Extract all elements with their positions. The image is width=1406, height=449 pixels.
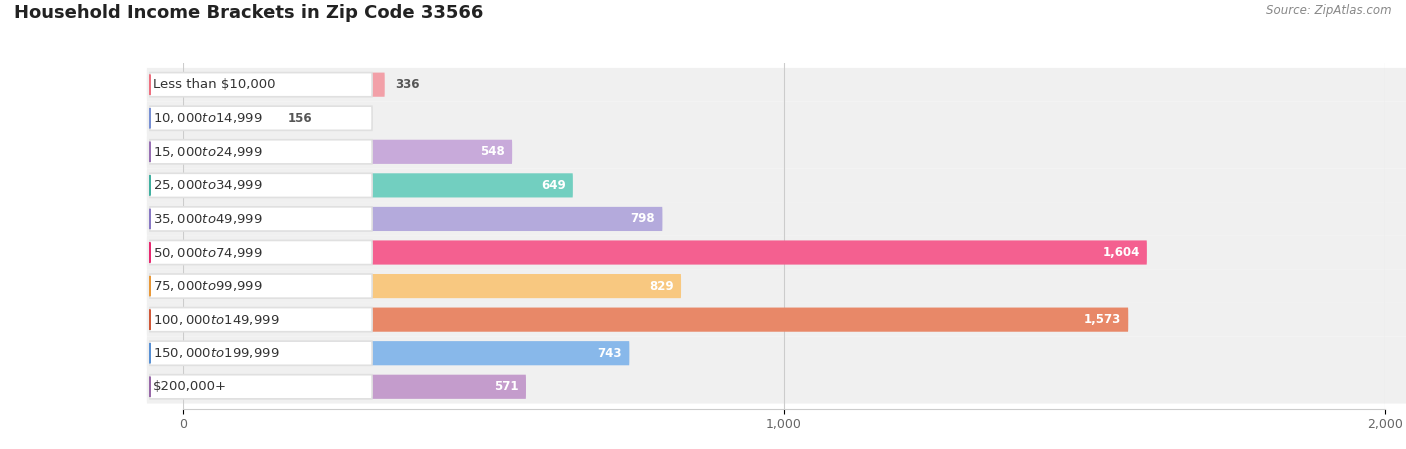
- Text: $75,000 to $99,999: $75,000 to $99,999: [153, 279, 263, 293]
- Text: $10,000 to $14,999: $10,000 to $14,999: [153, 111, 263, 125]
- FancyBboxPatch shape: [183, 374, 526, 399]
- FancyBboxPatch shape: [183, 274, 681, 298]
- Text: 1,573: 1,573: [1084, 313, 1121, 326]
- Text: $200,000+: $200,000+: [153, 380, 228, 393]
- Text: 336: 336: [395, 78, 420, 91]
- FancyBboxPatch shape: [183, 207, 662, 231]
- Text: $50,000 to $74,999: $50,000 to $74,999: [153, 246, 263, 260]
- Text: $150,000 to $199,999: $150,000 to $199,999: [153, 346, 280, 360]
- FancyBboxPatch shape: [146, 336, 1406, 370]
- FancyBboxPatch shape: [183, 140, 512, 164]
- Text: 798: 798: [631, 212, 655, 225]
- FancyBboxPatch shape: [146, 135, 1406, 168]
- Text: Less than $10,000: Less than $10,000: [153, 78, 276, 91]
- FancyBboxPatch shape: [183, 341, 630, 365]
- FancyBboxPatch shape: [146, 202, 1406, 236]
- FancyBboxPatch shape: [183, 173, 572, 198]
- FancyBboxPatch shape: [146, 303, 1406, 336]
- FancyBboxPatch shape: [183, 308, 1128, 332]
- Text: $25,000 to $34,999: $25,000 to $34,999: [153, 178, 263, 192]
- FancyBboxPatch shape: [146, 68, 1406, 101]
- FancyBboxPatch shape: [149, 374, 373, 399]
- FancyBboxPatch shape: [149, 106, 373, 130]
- FancyBboxPatch shape: [146, 269, 1406, 303]
- FancyBboxPatch shape: [146, 236, 1406, 269]
- FancyBboxPatch shape: [183, 106, 277, 130]
- Text: 649: 649: [541, 179, 565, 192]
- Text: 571: 571: [495, 380, 519, 393]
- Text: 829: 829: [650, 280, 673, 293]
- FancyBboxPatch shape: [146, 168, 1406, 202]
- FancyBboxPatch shape: [149, 207, 373, 231]
- Text: 1,604: 1,604: [1102, 246, 1140, 259]
- Text: $35,000 to $49,999: $35,000 to $49,999: [153, 212, 263, 226]
- FancyBboxPatch shape: [183, 240, 1147, 264]
- Text: $100,000 to $149,999: $100,000 to $149,999: [153, 313, 280, 326]
- Text: Source: ZipAtlas.com: Source: ZipAtlas.com: [1267, 4, 1392, 18]
- FancyBboxPatch shape: [183, 73, 385, 97]
- Text: $15,000 to $24,999: $15,000 to $24,999: [153, 145, 263, 159]
- FancyBboxPatch shape: [149, 173, 373, 198]
- Text: 156: 156: [287, 112, 312, 125]
- FancyBboxPatch shape: [149, 274, 373, 298]
- Text: Household Income Brackets in Zip Code 33566: Household Income Brackets in Zip Code 33…: [14, 4, 484, 22]
- FancyBboxPatch shape: [149, 73, 373, 97]
- FancyBboxPatch shape: [149, 240, 373, 264]
- Text: 743: 743: [598, 347, 623, 360]
- FancyBboxPatch shape: [149, 308, 373, 332]
- FancyBboxPatch shape: [149, 341, 373, 365]
- FancyBboxPatch shape: [146, 101, 1406, 135]
- FancyBboxPatch shape: [146, 370, 1406, 404]
- Text: 548: 548: [481, 145, 505, 158]
- FancyBboxPatch shape: [149, 140, 373, 164]
